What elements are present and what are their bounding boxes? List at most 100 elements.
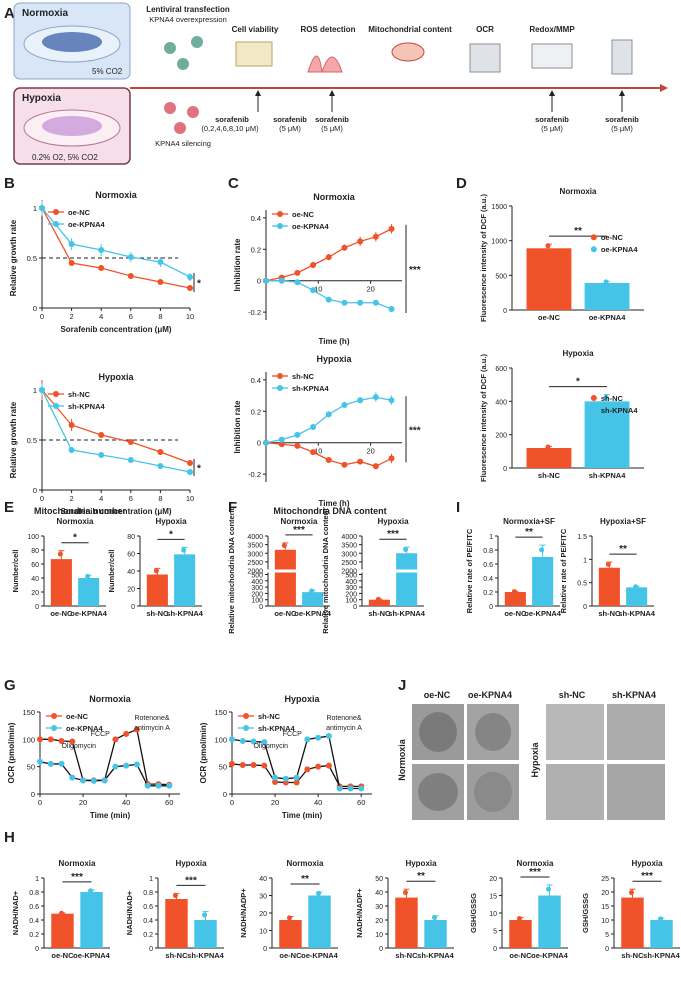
chart-e2: Hypoxia 0 20 40 60 80 Number/cell sh-NCsh-KPNA4… [107, 517, 204, 618]
data-point-oe-NC [127, 273, 134, 279]
legend-marker [243, 725, 249, 731]
data-point-sh-NC [325, 762, 332, 769]
significance-label: * [73, 533, 77, 544]
series-line-sh-NC [41, 389, 191, 464]
chart-title: Hypoxia [316, 354, 352, 364]
x-tick-label: sh-NC [368, 609, 391, 618]
data-point-sh-NC [68, 422, 75, 428]
significance-label: *** [387, 529, 399, 540]
bar-oe-KPNA4 [584, 282, 630, 310]
bar-oe-NC [274, 549, 296, 606]
y-tick-label: 2500 [341, 560, 357, 567]
legend-label: oe-NC [601, 233, 624, 242]
data-point-sh-KPNA4 [98, 452, 105, 458]
step-ocr: OCR [476, 25, 494, 34]
data-point-oe-KPNA4 [112, 763, 119, 770]
replicate-dot [181, 547, 187, 553]
data-point-sh-KPNA4 [357, 397, 364, 404]
data-point-oe-KPNA4 [388, 306, 395, 312]
data-point-oe-NC [325, 254, 332, 261]
data-point-oe-KPNA4 [341, 299, 348, 306]
treatment-arrows [255, 90, 625, 112]
x-tick-label: sh-NC [395, 951, 418, 960]
significance-label: *** [71, 872, 83, 883]
x-tick-label: sh-KPNA4 [417, 951, 455, 960]
y-tick-label: 80 [31, 548, 39, 555]
data-point-oe-KPNA4 [101, 777, 108, 784]
y-tick-label: 0.5 [577, 581, 587, 588]
data-point-sh-NC [325, 457, 332, 463]
replicate-dot [286, 915, 292, 921]
data-point-oe-NC [310, 262, 317, 268]
x-tick-label: 10 [314, 285, 322, 294]
legend-label: sh-KPNA4 [601, 406, 639, 415]
y-axis-label: Inhibition rate [233, 238, 242, 291]
y-tick-label: 0 [257, 277, 261, 286]
y-axis-label: GSH/GSSG [581, 893, 590, 933]
y-tick-label: 40 [31, 576, 39, 583]
data-point-sh-NC [294, 442, 301, 449]
data-point-oe-KPNA4 [69, 774, 76, 781]
legend-marker [590, 246, 597, 253]
y-tick-label: 0 [131, 604, 135, 611]
x-tick-label: 4 [99, 494, 103, 503]
legend-marker [243, 713, 249, 719]
legend-marker [277, 373, 283, 379]
legend-marker [590, 234, 597, 241]
bar-sh-NC [598, 567, 620, 606]
data-point-sh-NC [250, 762, 257, 769]
data-point-sh-NC [187, 460, 193, 466]
data-point-sh-KPNA4 [157, 463, 164, 469]
y-tick-label: 0 [35, 604, 39, 611]
chart-title: Normoxia [59, 859, 96, 868]
panel-a-schematic: A Normoxia 5% CO2 Hypoxia 0.2% O2, 5% CO… [4, 2, 668, 165]
y-tick-label: 1 [35, 876, 39, 883]
x-tick-label: oe-KPNA4 [70, 609, 108, 618]
x-tick-label: oe-NC [504, 609, 527, 618]
y-tick-label: 5 [493, 929, 497, 936]
y-tick-label: 400 [345, 579, 357, 586]
data-point-sh-NC [157, 449, 164, 455]
replicate-dot [658, 916, 664, 922]
y-axis-label: Fluorescence intensity of DCF (a.u.) [479, 354, 488, 482]
panel-letter-a: A [4, 5, 15, 22]
y-tick-label: 300 [251, 585, 263, 592]
bar-oe-KPNA4 [80, 892, 103, 948]
legend-label: sh-NC [292, 372, 315, 381]
x-tick-label: oe-KPNA4 [524, 609, 562, 618]
replicate-dot [545, 243, 551, 249]
data-point-sh-KPNA4 [304, 736, 311, 743]
series-line-oe-KPNA4 [41, 207, 191, 278]
data-point-sh-KPNA4 [341, 402, 348, 408]
y-axis-label: NADH/NAD+ [125, 890, 134, 935]
x-tick-label: 60 [357, 798, 365, 807]
data-point-oe-KPNA4 [187, 274, 193, 280]
step-cell-viability: Cell viability [232, 25, 279, 34]
data-point-sh-KPNA4 [239, 737, 246, 744]
y-tick-label: 1 [489, 534, 493, 541]
data-point-oe-KPNA4 [294, 279, 301, 286]
legend-marker [51, 725, 57, 731]
legend-label: sh-KPNA4 [258, 724, 296, 733]
data-point-oe-KPNA4 [47, 760, 54, 767]
panel-f-title: Mitochondria DNA content [273, 506, 386, 516]
y-tick-label: 1 [33, 204, 37, 213]
replicate-dot [633, 584, 639, 590]
x-axis-label: Time (h) [319, 337, 350, 346]
tem-col-sh-nc: sh-NC [559, 690, 586, 700]
bar-sh-NC [368, 599, 390, 606]
chart-h2: Hypoxia 0 0.2 0.4 0.6 0.8 1 NADH/NAD+ sh-NC sh-KP… [125, 859, 225, 960]
x-tick-label: sh-KPNA4 [166, 609, 204, 618]
y-tick-label: 40 [259, 876, 267, 883]
data-point-sh-KPNA4 [282, 775, 289, 782]
replicate-dot [375, 596, 381, 602]
significance-label: *** [641, 871, 653, 882]
data-point-oe-NC [123, 730, 130, 737]
y-tick-label: 100 [22, 735, 35, 744]
panel-letter-b: B [4, 175, 15, 192]
data-point-sh-KPNA4 [325, 733, 332, 740]
y-tick-label: 0.6 [29, 904, 39, 911]
y-tick-label: 1 [149, 876, 153, 883]
y-tick-label: 0 [353, 604, 357, 611]
data-point-oe-NC [357, 238, 364, 245]
